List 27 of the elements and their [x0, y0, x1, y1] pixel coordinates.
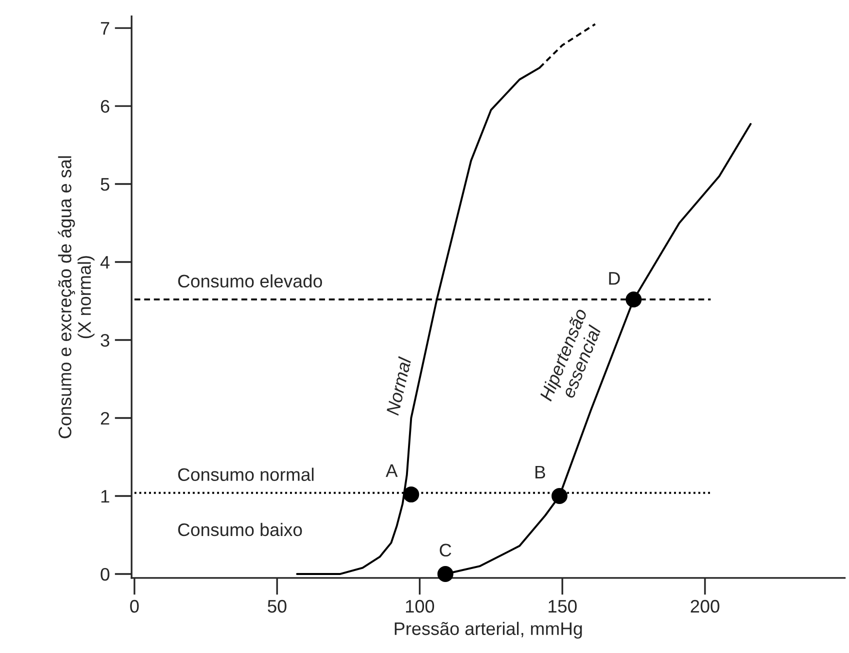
x-tick-label: 100: [406, 600, 434, 613]
annotation: D: [609, 272, 620, 285]
annotation: Consumo normal: [178, 468, 314, 481]
y-tick-label: 6: [100, 100, 110, 113]
y-tick-label: 0: [100, 568, 110, 581]
annotation: Normal: [386, 356, 412, 416]
y-tick-label: 5: [100, 178, 110, 191]
annotation: C: [440, 544, 452, 557]
y-tick-label: 2: [100, 412, 110, 425]
y-tick-label: 3: [100, 334, 110, 347]
x-axis-title: Pressão arterial, mmHg: [394, 622, 582, 639]
y-axis-title: Consumo e excreção de água e sal (X normal): [58, 156, 94, 438]
annotation: A: [386, 464, 398, 477]
point: [626, 291, 642, 308]
y-tick-label: 4: [100, 256, 110, 269]
point: [437, 566, 454, 582]
point: [403, 486, 420, 502]
y-tick-label: 7: [100, 22, 110, 35]
x-tick-label: 50: [268, 600, 286, 613]
annotation: Consumo baixo: [178, 522, 302, 536]
point: [552, 488, 568, 504]
x-tick-label: 200: [690, 600, 720, 613]
y-tick-label: 1: [101, 490, 110, 503]
x-tick-label: 0: [130, 600, 139, 613]
annotation: Consumo elevado: [178, 274, 322, 288]
x-tick-label: 150: [548, 600, 577, 613]
annotation: B: [536, 466, 546, 478]
